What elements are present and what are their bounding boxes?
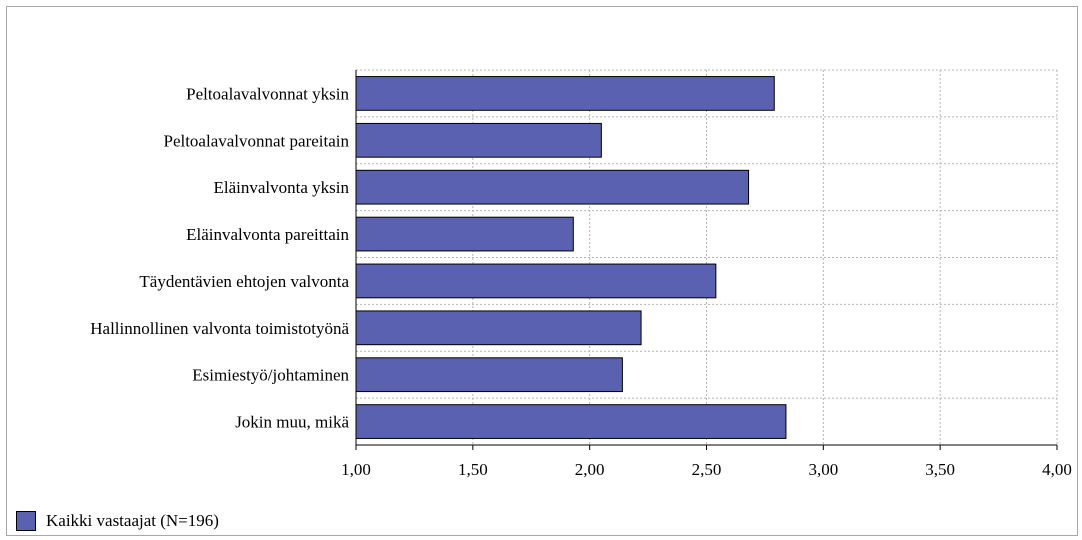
category-label: Hallinnollinen valvonta toimistotyönä <box>90 319 349 338</box>
bar <box>355 310 642 346</box>
bar <box>355 122 602 158</box>
category-label: Peltoalavalvonnat pareitain <box>163 131 349 150</box>
category-label: Jokin muu, mikä <box>235 413 349 432</box>
legend-swatch <box>16 511 36 531</box>
bar <box>355 76 775 111</box>
x-tick-label: 4,00 <box>1042 460 1072 479</box>
chart-frame <box>6 6 1078 536</box>
legend-label: Kaikki vastaajat (N=196) <box>46 511 219 530</box>
bar <box>355 357 623 393</box>
x-tick-label: 3,00 <box>808 460 838 479</box>
category-label: Esimiestyö/johtaminen <box>192 366 349 385</box>
x-tick-label: 1,00 <box>341 460 371 479</box>
category-label: Peltoalavalvonnat yksin <box>186 84 349 103</box>
bar <box>355 169 750 205</box>
category-label: Täydentävien ehtojen valvonta <box>139 272 349 291</box>
x-tick-label: 3,50 <box>925 460 955 479</box>
bar <box>355 263 717 299</box>
x-tick-label: 2,50 <box>692 460 722 479</box>
category-label: Eläinvalvonta pareittain <box>186 225 349 244</box>
bar <box>355 216 574 252</box>
category-label: Eläinvalvonta yksin <box>213 178 349 197</box>
x-tick-label: 1,50 <box>458 460 488 479</box>
bar <box>355 404 787 439</box>
legend: Kaikki vastaajat (N=196) <box>16 511 219 531</box>
x-tick-label: 2,00 <box>575 460 605 479</box>
